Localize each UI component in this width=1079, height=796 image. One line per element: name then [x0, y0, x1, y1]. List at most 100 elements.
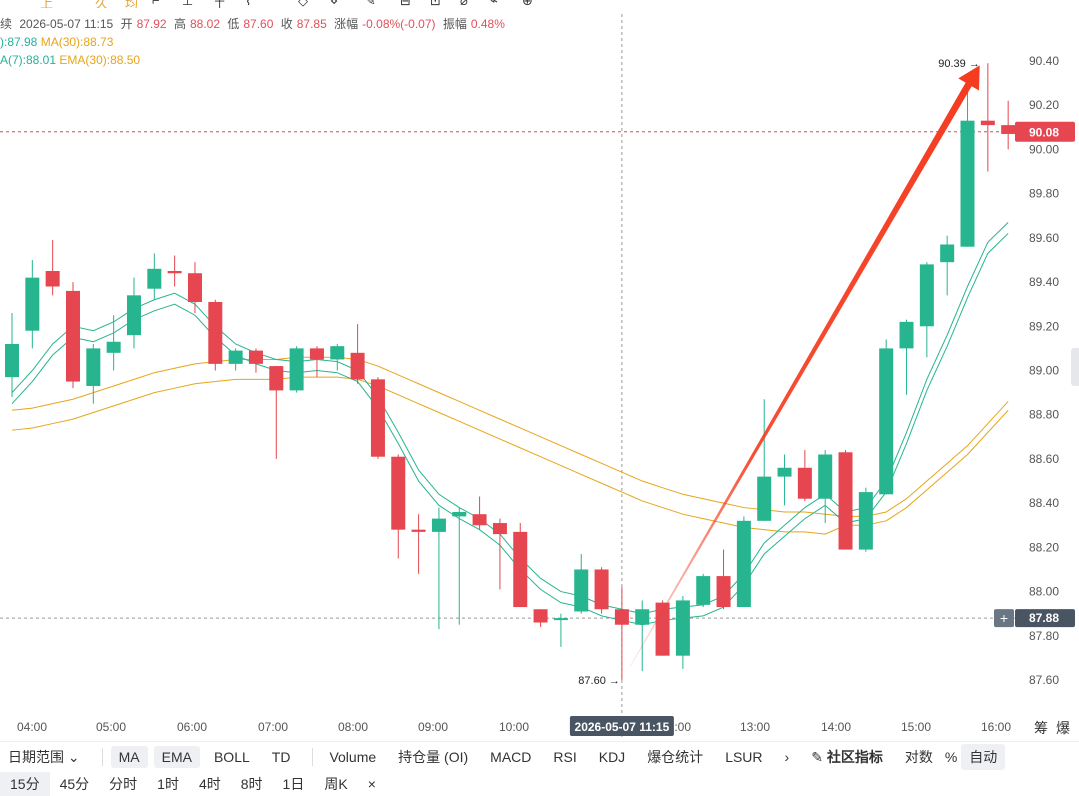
drawing-tool-icon[interactable]: ⌇: [245, 0, 252, 8]
high-marker: 90.39 →: [938, 58, 980, 70]
y-tick-label: 88.60: [1029, 452, 1059, 466]
td-toggle[interactable]: TD: [271, 749, 291, 765]
more-indicators-button[interactable]: ›: [784, 749, 790, 765]
high-value: 88.02: [189, 17, 220, 31]
rsi-toggle[interactable]: RSI: [553, 749, 577, 765]
x-tick-label: 04:00: [17, 720, 47, 734]
candle: [838, 450, 853, 550]
drawing-tool-icon[interactable]: ┼: [215, 0, 225, 8]
candle: [858, 487, 873, 552]
boll-toggle[interactable]: BOLL: [213, 749, 250, 765]
interval-option[interactable]: 4时: [198, 776, 221, 792]
divider: [101, 748, 103, 766]
ema-toggle[interactable]: EMA: [153, 746, 200, 768]
y-tick-label: 89.60: [1029, 231, 1059, 245]
ma-toggle[interactable]: MA: [110, 746, 148, 768]
liquidation-toggle[interactable]: 爆仓统计: [647, 749, 704, 765]
ema-legend: A(7):88.01 EMA(30):88.50: [0, 53, 140, 67]
drawing-tool-icon[interactable]: ✎: [365, 0, 376, 8]
x-tick-label: 05:00: [96, 720, 126, 734]
y-tick-label: 89.00: [1029, 364, 1059, 378]
drawing-tool-icon[interactable]: ⌁: [490, 0, 498, 8]
drawing-tool-icon[interactable]: ⊕: [522, 0, 533, 8]
close-value: 87.85: [296, 17, 327, 31]
drawing-tool-icon[interactable]: ⊥: [182, 0, 194, 8]
candle: [757, 399, 772, 521]
info-prefix: 续: [0, 17, 13, 31]
open-interest-toggle[interactable]: 持仓量 (OI): [398, 749, 469, 765]
date-range-label: 日期范围: [8, 749, 64, 765]
candle: [391, 454, 406, 559]
candle: [452, 507, 467, 625]
interval-option[interactable]: 分时: [109, 776, 138, 792]
svg-text:2026-05-07 11:15: 2026-05-07 11:15: [575, 720, 670, 734]
y-tick-label: 90.20: [1029, 98, 1059, 112]
ema30-value: EMA(30):88.50: [59, 53, 141, 67]
candle: [492, 518, 507, 590]
candle: [736, 516, 751, 608]
ma-short-value: ):87.98: [0, 35, 38, 49]
lsur-toggle[interactable]: LSUR: [725, 749, 763, 765]
candle: [980, 63, 995, 172]
y-tick-label: 88.40: [1029, 496, 1059, 510]
drawing-tool-icon[interactable]: ⌐: [152, 0, 160, 8]
drawing-tool-icon[interactable]: 久: [95, 0, 109, 8]
amplitude-label: 振幅: [442, 17, 467, 31]
y-tick-label: 87.60: [1029, 673, 1059, 687]
candle: [594, 567, 609, 614]
open-label: 开: [120, 17, 133, 31]
candle: [940, 235, 955, 296]
drawing-tool-icon[interactable]: ⌀: [460, 0, 468, 8]
chip-distribution-button[interactable]: 筹: [1034, 720, 1048, 737]
add-alert-button[interactable]: [994, 609, 1014, 628]
volume-toggle[interactable]: Volume: [329, 749, 377, 765]
auto-scale-toggle[interactable]: 自动: [961, 744, 1006, 770]
drawing-tool-icon[interactable]: ⋄: [330, 0, 339, 8]
current-price-tag: 90.08: [1015, 121, 1075, 142]
interval-option[interactable]: 1日: [282, 776, 305, 792]
edit-icon: ✎: [811, 749, 823, 765]
x-tick-label: 15:00: [901, 720, 931, 734]
x-tick-label: 06:00: [177, 720, 207, 734]
x-tick-label: 08:00: [338, 720, 368, 734]
candle: [431, 507, 446, 630]
y-tick-label: 89.20: [1029, 319, 1059, 333]
candle: [86, 343, 101, 404]
interval-option[interactable]: 45分: [59, 776, 90, 792]
interval-option[interactable]: 8时: [240, 776, 263, 792]
x-tick-label: 07:00: [258, 720, 288, 734]
drawing-tool-icon[interactable]: ◇: [298, 0, 308, 8]
ohlc-info-line: 续 2026-05-07 11:15 开 87.92 高 88.02 低 87.60 …: [0, 15, 509, 32]
macd-toggle[interactable]: MACD: [490, 749, 532, 765]
chevron-down-icon: ⌄: [67, 749, 80, 765]
liquidation-map-button[interactable]: 爆: [1056, 721, 1070, 737]
drawing-tool-icon[interactable]: 均: [125, 0, 139, 8]
interval-option[interactable]: 15分: [0, 772, 50, 796]
community-label: 社区指标: [826, 749, 883, 765]
candle: [45, 240, 60, 296]
divider: [312, 748, 314, 766]
interval-option[interactable]: 周K: [324, 776, 348, 792]
kdj-toggle[interactable]: KDJ: [598, 749, 626, 765]
drawing-tool-icon[interactable]: 上: [40, 0, 54, 8]
candlestick-chart[interactable]: 90.39 → 87.60 → 90.40 90.20 90.00 89.80 89.60 8…: [0, 0, 1079, 740]
candle: [635, 600, 650, 672]
candle: [1001, 100, 1016, 150]
low-label: 低: [227, 17, 240, 31]
x-tick-label: 10:00: [499, 720, 529, 734]
candle: [716, 549, 731, 610]
candle: [614, 587, 629, 680]
x-tick-label: 13:00: [740, 720, 770, 734]
interval-option[interactable]: 1时: [157, 776, 179, 792]
side-panel-handle[interactable]: [1071, 348, 1079, 386]
close-icon[interactable]: ×: [367, 776, 376, 792]
interval-bar: 15分 45分 分时 1时 4时 8时 1日 周K ×: [0, 772, 1079, 796]
drawing-toolbar: 上 久 均 ⌐ ⊥ ┼ ⌇ ◇ ⋄ ✎ ⊟ ⊡ ⌀ ⌁ ⊕: [0, 0, 1079, 8]
drawing-tool-icon[interactable]: ⊡: [430, 0, 441, 8]
date-range-dropdown[interactable]: 日期范围 ⌄: [0, 744, 88, 770]
community-indicators-button[interactable]: ✎ 社区指标: [803, 744, 891, 770]
log-scale-toggle[interactable]: 对数: [904, 749, 933, 765]
drawing-tool-icon[interactable]: ⊟: [400, 0, 411, 8]
percent-scale-toggle[interactable]: %: [944, 749, 958, 765]
crosshair-price-tag: +87.88: [994, 609, 1075, 628]
